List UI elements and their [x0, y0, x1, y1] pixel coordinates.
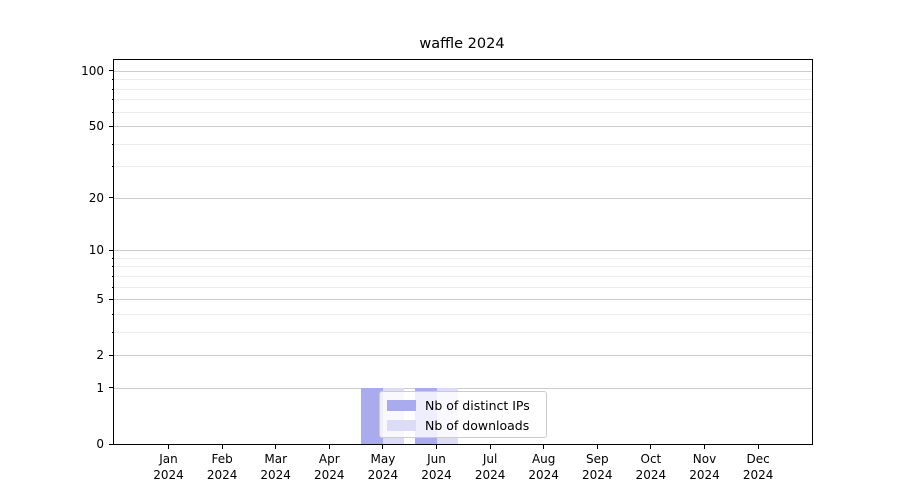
x-tick — [650, 444, 652, 449]
x-tick-label: Jun 2024 — [421, 452, 452, 482]
y-minor-tick — [111, 88, 114, 90]
x-tick — [704, 444, 705, 449]
y-minor-gridline — [114, 143, 812, 145]
y-minor-tick — [111, 275, 114, 277]
y-minor-tick — [111, 143, 114, 145]
y-major-gridline — [114, 70, 812, 72]
y-tick-label: 10 — [88, 243, 104, 258]
x-tick — [382, 444, 384, 449]
y-minor-gridline — [114, 286, 812, 288]
y-minor-tick — [111, 166, 114, 168]
y-tick-label: 100 — [81, 63, 104, 78]
x-tick-label: Jan 2024 — [153, 452, 184, 482]
y-major-gridline — [114, 250, 812, 252]
x-tick — [489, 444, 491, 449]
x-tick-label: Mar 2024 — [260, 452, 291, 482]
y-minor-tick — [111, 266, 114, 268]
y-minor-gridline — [114, 275, 812, 277]
x-tick — [221, 444, 223, 449]
y-minor-gridline — [114, 266, 812, 268]
y-major-tick — [109, 125, 114, 127]
y-major-tick — [109, 354, 114, 356]
x-tick — [328, 444, 330, 449]
y-minor-gridline — [114, 79, 812, 81]
y-minor-tick — [111, 331, 114, 333]
legend-item-distinct-ips: Nb of distinct IPs — [387, 396, 546, 416]
x-tick — [757, 444, 759, 449]
x-tick-label: Aug 2024 — [528, 452, 559, 482]
bar-distinct-ips — [361, 387, 383, 444]
x-tick — [543, 444, 545, 449]
y-minor-gridline — [114, 313, 812, 315]
y-tick-label: 2 — [96, 348, 104, 363]
legend-label-distinct-ips: Nb of distinct IPs — [425, 398, 530, 414]
y-minor-tick — [111, 99, 114, 101]
legend-swatch-downloads — [387, 419, 416, 431]
y-major-gridline — [114, 299, 812, 301]
y-tick-label: 0 — [96, 437, 104, 451]
y-major-tick — [109, 249, 114, 251]
x-tick-label: May 2024 — [367, 452, 399, 482]
y-major-tick — [109, 197, 114, 199]
y-major-tick — [109, 298, 114, 300]
y-tick-label: 5 — [96, 292, 104, 307]
y-major-gridline — [114, 126, 812, 128]
legend-label-downloads: Nb of downloads — [425, 417, 530, 433]
y-tick-label: 1 — [96, 380, 104, 395]
y-major-gridline — [114, 197, 812, 199]
y-minor-gridline — [114, 88, 812, 90]
y-major-tick — [109, 70, 114, 72]
legend-item-downloads: Nb of downloads — [387, 416, 546, 436]
x-tick-label: Sep 2024 — [582, 452, 613, 482]
y-minor-tick — [111, 79, 114, 81]
y-minor-gridline — [114, 166, 812, 168]
x-tick-label: Apr 2024 — [314, 452, 345, 482]
plot-area: Nb of distinct IPs Nb of downloads 0 1 2 5 1… — [81, 59, 813, 482]
x-tick — [168, 444, 169, 449]
chart-title: waffle 2024 — [419, 36, 505, 52]
x-tick — [596, 444, 598, 449]
y-minor-tick — [111, 111, 114, 113]
x-tick-label: Jul 2024 — [474, 452, 506, 482]
y-major-tick — [109, 443, 114, 445]
legend: Nb of distinct IPs Nb of downloads — [379, 391, 547, 438]
y-minor-tick — [111, 286, 114, 288]
x-tick-label: Dec 2024 — [742, 452, 774, 482]
y-tick-label: 20 — [88, 190, 104, 205]
y-minor-tick — [111, 313, 114, 315]
y-minor-gridline — [114, 331, 812, 333]
y-major-tick — [109, 387, 114, 389]
legend-swatch-distinct-ips — [387, 400, 416, 412]
y-minor-tick — [111, 257, 114, 259]
x-tick-label: Feb 2024 — [206, 452, 238, 482]
y-minor-gridline — [114, 99, 812, 101]
x-tick-label: Oct 2024 — [635, 452, 667, 482]
x-tick-label: Nov 2024 — [689, 452, 720, 482]
y-minor-gridline — [114, 257, 812, 259]
y-major-gridline — [114, 355, 812, 357]
y-tick-label: 50 — [88, 119, 104, 134]
x-tick — [436, 444, 437, 449]
y-major-gridline — [114, 387, 812, 389]
y-minor-gridline — [114, 111, 812, 113]
x-tick — [275, 444, 277, 449]
